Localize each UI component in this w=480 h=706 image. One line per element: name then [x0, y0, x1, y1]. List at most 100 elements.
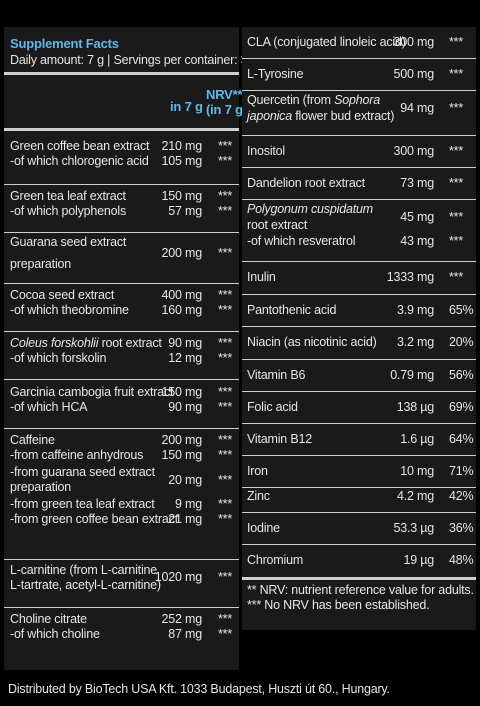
divider	[4, 331, 239, 332]
ingredient-nrv: ***	[218, 288, 232, 302]
ingredient-nrv: 65%	[449, 303, 474, 317]
ingredient-name: japonica flower bud extract)	[247, 109, 395, 123]
ingredient-nrv: ***	[218, 385, 232, 399]
ingredient-name: Dandelion root extract	[247, 176, 365, 190]
ingredient-amount: 150 mg	[161, 448, 203, 462]
supplement-facts-left-panel: Supplement Facts Daily amount: 7 g | Ser…	[4, 27, 254, 670]
divider	[242, 90, 476, 91]
supplement-facts-right-panel: CLA (conjugated linoleic acid) 300 mg *** L…	[242, 27, 476, 630]
ingredient-nrv: 71%	[449, 464, 474, 478]
ingredient-amount: 10 mg	[400, 464, 434, 478]
divider	[242, 544, 476, 545]
divider	[242, 455, 476, 456]
divider	[242, 199, 476, 200]
ingredient-amount: 160 mg	[161, 303, 203, 317]
ingredient-nrv: ***	[218, 512, 232, 526]
ingredient-name: Caffeine	[10, 433, 55, 447]
ingredient-name: Cocoa seed extract	[10, 288, 115, 302]
ingredient-amount: 200 mg	[161, 433, 203, 447]
ingredient-amount: 9 mg	[175, 497, 202, 511]
ingredient-amount: 53.3 µg	[393, 521, 434, 535]
ingredient-nrv: 20%	[449, 335, 474, 349]
ingredient-name: -of which resveratrol	[247, 234, 356, 248]
ingredient-nrv: ***	[218, 303, 232, 317]
ingredient-nrv: 69%	[449, 400, 474, 414]
ingredient-amount: 500 mg	[393, 67, 435, 81]
ingredient-amount: 19 µg	[403, 553, 434, 567]
ingredient-nrv: 36%	[449, 521, 474, 535]
ingredient-amount: 21 mg	[168, 512, 202, 526]
ingredient-name: Green tea leaf extract	[10, 189, 126, 203]
divider	[242, 359, 476, 360]
ingredient-nrv: ***	[218, 627, 232, 641]
footnote: ** NRV: nutrient reference value for adu…	[247, 583, 474, 597]
ingredient-nrv: ***	[218, 612, 232, 626]
divider	[4, 184, 239, 185]
divider	[242, 512, 476, 513]
divider	[242, 167, 476, 168]
ingredient-name: root extract	[247, 218, 308, 232]
ingredient-nrv: ***	[218, 189, 232, 203]
divider	[4, 428, 239, 429]
column-header-nrv: NRV**	[206, 87, 243, 102]
ingredient-name: -of which HCA	[10, 400, 88, 414]
ingredient-name: -of which choline	[10, 627, 100, 641]
ingredient-nrv: ***	[449, 67, 463, 81]
ingredient-name: Garcinia cambogia fruit extract	[10, 385, 174, 399]
ingredient-name: Inulin	[247, 270, 276, 284]
ingredient-amount: 90 mg	[168, 336, 202, 350]
ingredient-name: Guarana seed extract	[10, 235, 127, 249]
ingredient-name: Polygonum cuspidatum	[247, 202, 373, 216]
ingredient-name: -from green coffee bean extract	[10, 512, 178, 526]
panel-title: Supplement Facts	[10, 36, 119, 51]
ingredient-nrv: ***	[218, 154, 232, 168]
ingredient-name: L-carnitine (from L-carnitine	[10, 563, 158, 577]
column-header-amount: in 7 g	[170, 99, 203, 114]
ingredient-nrv: 56%	[449, 368, 474, 382]
ingredient-nrv: ***	[218, 400, 232, 414]
ingredient-amount: 400 mg	[161, 288, 203, 302]
ingredient-nrv: 48%	[449, 553, 474, 567]
ingredient-name: preparation	[10, 480, 72, 494]
footnote: *** No NRV has been established.	[247, 598, 430, 612]
ingredient-name: Vitamin B12	[247, 432, 312, 446]
ingredient-nrv: ***	[218, 139, 232, 153]
ingredient-name: Niacin (as nicotinic acid)	[247, 335, 377, 349]
divider	[242, 423, 476, 424]
ingredient-nrv: ***	[218, 246, 232, 260]
ingredient-name: -from guarana seed extract	[10, 465, 155, 479]
ingredient-nrv: ***	[218, 336, 232, 350]
ingredient-amount: 12 mg	[168, 351, 202, 365]
column-header-nrv-unit: (in 7 g)	[206, 102, 248, 117]
ingredient-nrv: ***	[449, 210, 463, 224]
divider	[242, 577, 476, 580]
ingredient-name: Pantothenic acid	[247, 303, 337, 317]
ingredient-nrv: ***	[449, 176, 463, 190]
ingredient-name: preparation	[10, 257, 72, 271]
ingredient-amount: 300 mg	[393, 144, 435, 158]
ingredient-name: -from green tea leaf extract	[10, 497, 155, 511]
ingredient-name: Chromium	[247, 553, 304, 567]
divider	[4, 559, 239, 560]
ingredient-nrv: ***	[449, 234, 463, 248]
ingredient-amount: 20 mg	[168, 473, 202, 487]
ingredient-amount: 90 mg	[168, 400, 202, 414]
ingredient-amount: 200 mg	[161, 246, 203, 260]
ingredient-amount: 1.6 µg	[400, 432, 434, 446]
divider	[242, 261, 476, 262]
ingredient-amount: 138 µg	[396, 400, 434, 414]
ingredient-nrv: ***	[449, 35, 463, 49]
ingredient-amount: 43 mg	[400, 234, 434, 248]
divider	[242, 487, 476, 488]
ingredient-nrv: ***	[218, 433, 232, 447]
ingredient-name: -of which forskolin	[10, 351, 107, 365]
ingredient-amount: 4.2 mg	[396, 489, 434, 503]
ingredient-nrv: ***	[218, 473, 232, 487]
divider	[242, 58, 476, 59]
ingredient-nrv: ***	[218, 570, 232, 584]
ingredient-amount: 210 mg	[161, 139, 203, 153]
ingredient-amount: 57 mg	[168, 204, 202, 218]
ingredient-amount: 252 mg	[161, 612, 203, 626]
divider	[4, 379, 239, 380]
ingredient-name: Folic acid	[247, 400, 298, 414]
